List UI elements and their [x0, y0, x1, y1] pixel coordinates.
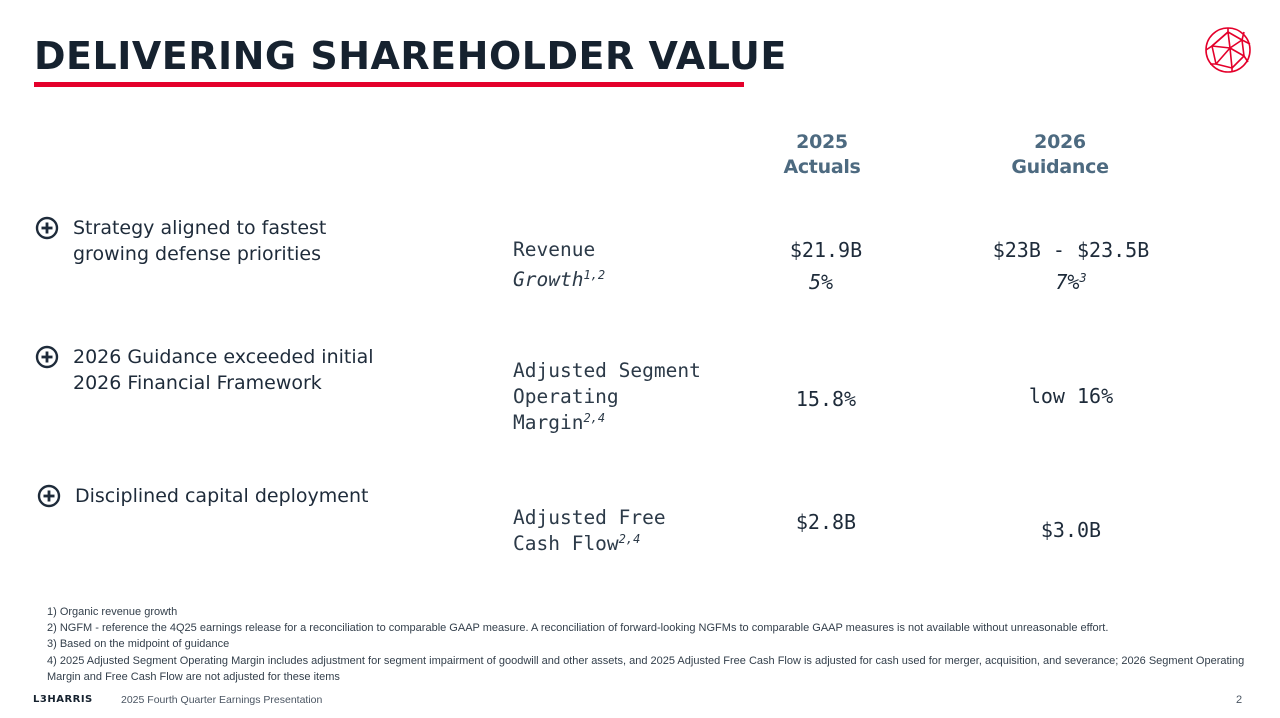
margin-2025-actual: 15.8% [795, 387, 857, 411]
column-label: Actuals [783, 156, 861, 178]
footnotes: 1) Organic revenue growth 2) NGFM - refe… [47, 604, 1247, 685]
margin-2026-guidance: low 16% [1028, 384, 1114, 408]
revenue-2026-guidance: $23B - $23.5B [992, 238, 1150, 262]
growth-2025-actual: 5% [808, 270, 834, 294]
footnote-ref: 2,4 [583, 411, 606, 425]
fcf-2026-guidance: $3.0B [1040, 518, 1102, 542]
geodesic-sphere-logo-icon [1205, 27, 1251, 73]
footnote-ref: 3 [1079, 271, 1087, 285]
column-year: 2025 [796, 131, 848, 153]
footer-brand-logo: L3HARRIS [33, 694, 93, 705]
metric-label-growth: Growth1,2 [513, 268, 606, 291]
bullet-capital-deployment: Disciplined capital deployment [37, 483, 405, 509]
footer-presentation-title: 2025 Fourth Quarter Earnings Presentatio… [121, 694, 323, 706]
footnote-ref: 1,2 [583, 268, 606, 282]
page-number: 2 [1236, 694, 1243, 706]
growth-2026-guidance: 7%3 [1055, 270, 1087, 294]
footnote-ref: 2,4 [618, 532, 641, 546]
metric-label-adjusted-free-cash-flow: Adjusted Free Cash Flow2,4 [513, 506, 666, 555]
bullet-strategy: Strategy aligned to fastest growing defe… [35, 215, 403, 267]
column-header-2025-actuals: 2025 Actuals [742, 130, 902, 180]
footnote: 4) 2025 Adjusted Segment Operating Margi… [47, 654, 1245, 683]
plus-circle-icon [35, 345, 59, 369]
bullet-text: Strategy aligned to fastest growing defe… [73, 217, 327, 265]
page-title: DELIVERING SHAREHOLDER VALUE [34, 34, 787, 78]
fcf-2025-actual: $2.8B [795, 510, 857, 534]
footnote: 1) Organic revenue growth [47, 606, 178, 618]
footnote: 3) Based on the midpoint of guidance [47, 638, 230, 651]
bullet-guidance-exceeded: 2026 Guidance exceeded initial 2026 Fina… [35, 344, 403, 396]
title-underline [34, 82, 744, 87]
column-year: 2026 [1034, 131, 1086, 153]
metric-label-revenue: Revenue [513, 238, 596, 261]
footnote: 2) NGFM - reference the 4Q25 earnings re… [47, 622, 1109, 635]
bullet-text: 2026 Guidance exceeded initial 2026 Fina… [73, 346, 374, 394]
bullet-text: Disciplined capital deployment [75, 485, 369, 507]
plus-circle-icon [37, 484, 61, 508]
column-label: Guidance [1011, 156, 1109, 178]
revenue-2025-actual: $21.9B [789, 238, 863, 262]
column-header-2026-guidance: 2026 Guidance [980, 130, 1140, 180]
plus-circle-icon [35, 216, 59, 240]
metric-label-adjusted-segment-operating-margin: Adjusted Segment Operating Margin2,4 [513, 359, 701, 434]
